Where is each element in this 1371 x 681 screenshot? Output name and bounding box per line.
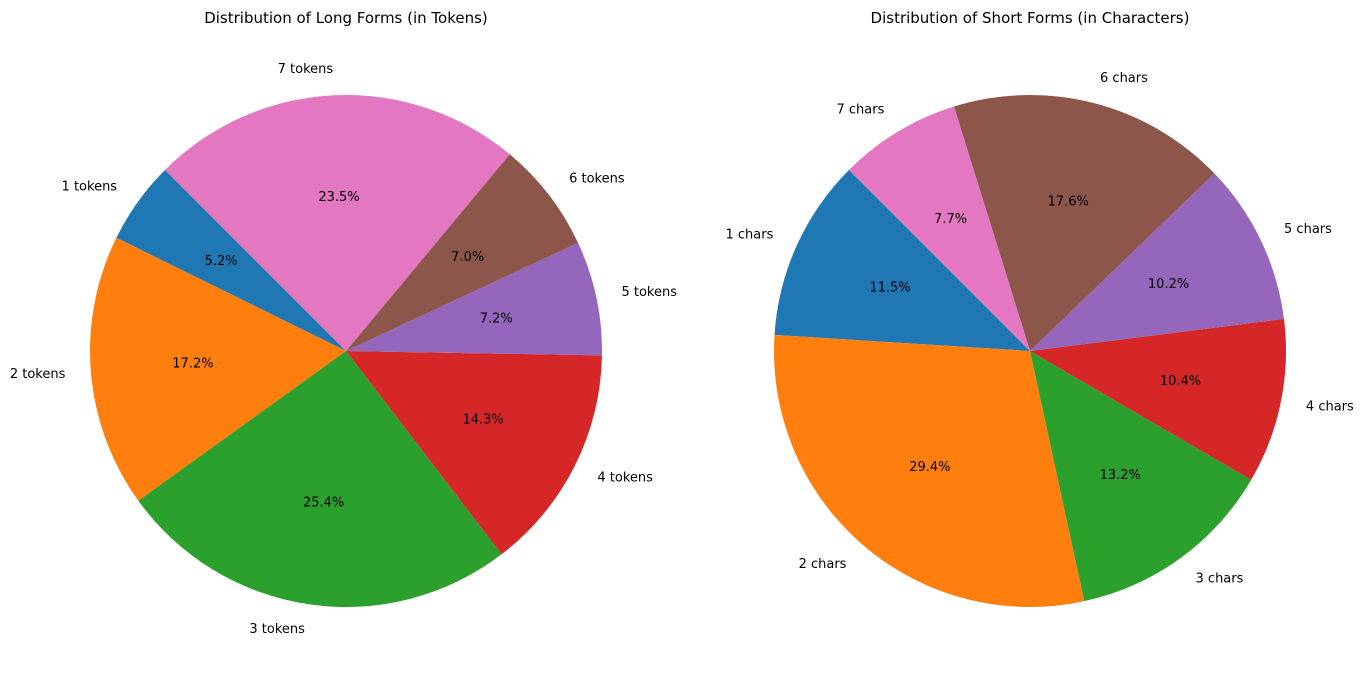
short-forms-percent-label-5: 10.2% — [1148, 277, 1189, 292]
long-forms-percent-label-1: 5.2% — [205, 254, 238, 269]
long-forms-pie-chart: Distribution of Long Forms (in Tokens) 5… — [10, 9, 677, 637]
long-forms-labels: 5.2% 1 tokens 17.2% 2 tokens 25.4% 3 tokens 14… — [10, 62, 677, 637]
short-forms-slice-6 — [953, 94, 1215, 351]
long-forms-slice-7 — [164, 94, 510, 351]
long-forms-percent-label-5: 7.2% — [480, 312, 513, 327]
short-forms-labels: 11.5% 1 chars 29.4% 2 chars 13.2% 3 chars 10.4… — [725, 71, 1354, 587]
long-forms-slice-6 — [346, 154, 579, 351]
short-forms-slice-5 — [1030, 173, 1284, 351]
short-forms-percent-label-1: 11.5% — [869, 280, 910, 295]
long-forms-slice-5 — [346, 242, 602, 356]
long-forms-category-label-3: 3 tokens — [249, 622, 305, 637]
short-forms-category-label-1: 1 chars — [725, 228, 773, 243]
long-forms-category-label-4: 4 tokens — [597, 470, 653, 485]
short-forms-slice-3 — [1030, 351, 1252, 602]
short-forms-slice-4 — [1030, 318, 1286, 480]
short-forms-category-label-6: 6 chars — [1100, 71, 1148, 86]
short-forms-slice-7 — [848, 106, 1030, 351]
short-forms-category-label-4: 4 chars — [1306, 400, 1354, 415]
long-forms-category-label-5: 5 tokens — [621, 285, 677, 300]
short-forms-slices — [774, 94, 1286, 607]
long-forms-percent-label-6: 7.0% — [451, 250, 484, 265]
long-forms-slice-2 — [90, 237, 347, 501]
long-forms-slice-1 — [116, 169, 346, 351]
long-forms-category-label-1: 1 tokens — [62, 179, 118, 194]
long-forms-percent-label-7: 23.5% — [318, 190, 359, 205]
short-forms-percent-label-4: 10.4% — [1160, 374, 1201, 389]
short-forms-category-label-3: 3 chars — [1196, 571, 1244, 586]
long-forms-slices — [90, 94, 602, 607]
short-forms-category-label-5: 5 chars — [1284, 222, 1332, 237]
long-forms-slice-3 — [138, 351, 502, 607]
short-forms-pie-chart: Distribution of Short Forms (in Characte… — [725, 9, 1354, 607]
long-forms-percent-label-3: 25.4% — [303, 495, 344, 510]
long-forms-chart-title: Distribution of Long Forms (in Tokens) — [204, 9, 488, 27]
short-forms-category-label-7: 7 chars — [837, 102, 885, 117]
short-forms-percent-label-6: 17.6% — [1048, 195, 1089, 210]
short-forms-slice-2 — [774, 334, 1085, 607]
long-forms-percent-label-4: 14.3% — [462, 413, 503, 428]
long-forms-slice-4 — [346, 351, 602, 555]
short-forms-percent-label-3: 13.2% — [1100, 468, 1141, 483]
short-forms-percent-label-7: 7.7% — [934, 212, 967, 227]
short-forms-slice-1 — [774, 169, 1030, 351]
long-forms-percent-label-2: 17.2% — [172, 356, 213, 371]
short-forms-percent-label-2: 29.4% — [909, 460, 950, 475]
long-forms-category-label-2: 2 tokens — [10, 367, 66, 382]
short-forms-category-label-2: 2 chars — [799, 557, 847, 572]
long-forms-category-label-7: 7 tokens — [278, 62, 334, 77]
long-forms-category-label-6: 6 tokens — [569, 172, 625, 187]
short-forms-chart-title: Distribution of Short Forms (in Characte… — [871, 9, 1190, 27]
